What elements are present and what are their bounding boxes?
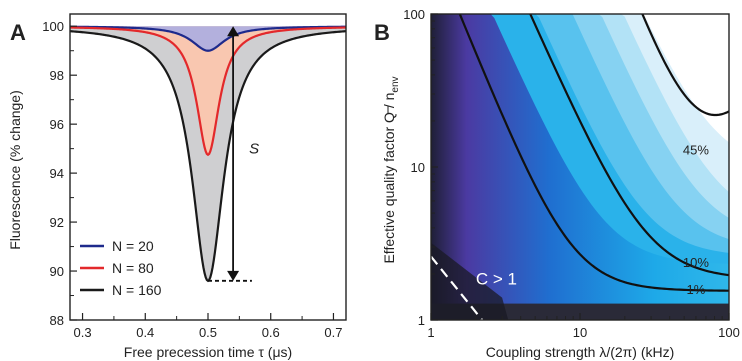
- panel-a-ylabel: Fluorescence (% change): [7, 90, 23, 250]
- contour-line-2: [641, 14, 729, 117]
- a-ytick-label: 96: [50, 117, 64, 132]
- heatmap-band-5: [431, 14, 729, 143]
- panel-b-chart: 1% 10% 45% C > 1 1 10 100 1 10 100 Coupling str…: [381, 7, 740, 360]
- panel-b-xlabel: Coupling strength λ/(2π) (kHz): [486, 344, 675, 360]
- a-ytick-label: 92: [50, 215, 64, 230]
- panel-a-xlabel: Free precession time τ (μs): [124, 344, 292, 360]
- contour-line-1: [529, 14, 729, 277]
- a-xtick-label: 0.5: [199, 325, 217, 340]
- a-ytick-label: 98: [50, 68, 64, 83]
- a-ytick-label: 90: [50, 264, 64, 279]
- series-line-1: [70, 26, 346, 157]
- a-ytick-label: 88: [50, 313, 64, 328]
- a-xtick-label: 0.3: [74, 325, 92, 340]
- contour-label-0: 1%: [687, 282, 706, 297]
- heatmap-low-corner: [431, 242, 509, 320]
- heatmap-band-4: [431, 14, 729, 193]
- b-ytick-label: 1: [418, 313, 425, 328]
- contour-line-0: [458, 14, 729, 292]
- panel-b-ylabel-sub: env: [390, 76, 401, 92]
- b-xtick-label: 10: [573, 325, 587, 340]
- b-xtick-label: 1: [427, 325, 434, 340]
- contour-label-2: 45%: [683, 143, 709, 158]
- s-label: S: [249, 141, 259, 158]
- a-ytick-label: 94: [50, 166, 64, 181]
- legend-label-0: N = 20: [112, 238, 154, 254]
- series-line-0: [70, 25, 346, 52]
- a-xtick-label: 0.7: [324, 325, 342, 340]
- legend-label-2: N = 160: [112, 282, 162, 298]
- series-fill-1: [70, 26, 346, 155]
- c-region-label: C > 1: [476, 270, 517, 289]
- panel-b-ylabel: Effective quality factor Q / nenv: [381, 76, 401, 263]
- c-threshold-line: [431, 255, 484, 320]
- a-ytick-label: 100: [42, 19, 64, 34]
- panel-a-legend: N = 20 N = 80 N = 160: [80, 238, 162, 298]
- contour-label-1: 10%: [683, 255, 709, 270]
- a-xtick-label: 0.6: [262, 325, 280, 340]
- s-arrow-head-up: [227, 26, 240, 37]
- b-ytick-label: 100: [403, 7, 425, 22]
- legend-label-1: N = 80: [112, 260, 154, 276]
- series-fill-0: [70, 26, 346, 51]
- panel-a-chart: S 0.3 0.4 0.5 0.6 0.7 88 90 92 94 96 98 100 Free p…: [7, 13, 347, 360]
- s-arrow-head-down: [227, 270, 240, 281]
- b-xtick-label: 100: [718, 325, 740, 340]
- a-xtick-label: 0.4: [136, 325, 154, 340]
- panel-label-b: B: [374, 20, 390, 45]
- panel-label-a: A: [10, 20, 26, 45]
- panel-b-ylabel-main: Effective quality factor Q / n: [381, 93, 397, 264]
- b-ytick-label: 10: [411, 160, 425, 175]
